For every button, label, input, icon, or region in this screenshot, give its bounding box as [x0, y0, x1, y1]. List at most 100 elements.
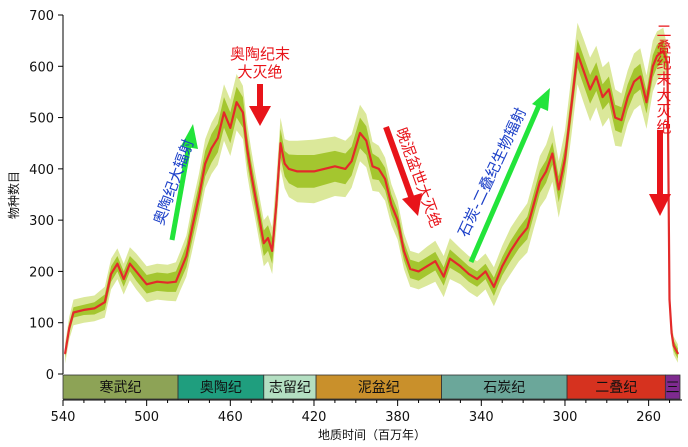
data-point	[409, 268, 412, 270]
data-point	[246, 147, 249, 150]
data-point	[426, 265, 428, 268]
data-point	[434, 260, 437, 263]
data-point	[191, 224, 194, 227]
confidence-bands	[65, 22, 678, 364]
data-point	[651, 65, 654, 68]
diversity-line	[64, 49, 679, 355]
data-point	[93, 307, 96, 310]
ordovician-extinction-label-line2: 大灭绝	[237, 63, 282, 81]
data-point	[532, 203, 535, 206]
data-point	[350, 160, 353, 163]
data-point	[365, 139, 368, 142]
data-point	[145, 283, 148, 286]
data-point	[258, 219, 261, 222]
data-point	[216, 137, 219, 140]
y-ticks: 0 100 200 300 400 500 600 700	[29, 9, 63, 383]
period-segment	[315, 374, 442, 400]
data-point	[467, 273, 470, 275]
period-label: 奥陶纪	[200, 379, 242, 396]
data-point	[275, 203, 278, 206]
data-point	[672, 344, 675, 347]
x-tick-label: 420	[302, 410, 327, 425]
data-point	[166, 281, 169, 284]
period-segment	[263, 374, 317, 400]
data-point	[509, 250, 512, 252]
x-axis-title: 地质时间（百万年）	[318, 428, 426, 442]
period-label: 寒武纪	[100, 379, 142, 396]
y-tick-label: 400	[29, 163, 54, 178]
data-point	[662, 50, 665, 52]
data-point	[601, 96, 604, 98]
ordovician-radiation-arrow	[169, 124, 198, 241]
y-axis-title: 物种数目	[6, 171, 21, 219]
data-point	[493, 285, 495, 288]
data-point	[442, 275, 445, 278]
data-point	[626, 96, 629, 98]
data-point	[557, 188, 560, 191]
data-point	[589, 88, 591, 91]
data-point	[210, 147, 213, 150]
period-label: 石炭纪	[483, 380, 525, 396]
y-tick-label: 200	[29, 265, 54, 280]
data-point	[668, 298, 671, 301]
carboniferous-radiation-arrow	[468, 88, 550, 263]
x-tick-label: 260	[636, 410, 661, 425]
data-point	[235, 101, 238, 104]
period-segment	[62, 374, 179, 400]
permian-extinction-arrow	[649, 130, 671, 216]
data-point	[666, 62, 669, 65]
x-tick-label: 300	[553, 410, 578, 425]
y-tick-label: 600	[29, 60, 54, 75]
data-point	[639, 75, 642, 78]
geologic-period-bar: 寒武纪 奥陶纪 志留纪 泥盆纪 石炭纪 二叠纪 三	[62, 374, 681, 400]
data-point	[103, 301, 106, 304]
data-point	[417, 270, 420, 273]
x-tick-label: 380	[385, 410, 410, 425]
data-point	[283, 162, 286, 165]
data-point	[250, 173, 253, 175]
data-point	[135, 270, 138, 273]
data-point	[334, 165, 336, 168]
data-point	[296, 170, 299, 173]
data-point	[377, 168, 380, 170]
data-point	[551, 152, 554, 155]
x-tick-label: 500	[134, 410, 159, 425]
data-point	[501, 265, 504, 268]
data-point	[156, 280, 159, 283]
x-tick-label: 460	[218, 410, 243, 425]
y-tick-label: 500	[29, 112, 54, 127]
data-point	[116, 262, 119, 265]
data-point	[570, 106, 573, 109]
data-point	[279, 142, 282, 145]
data-point	[403, 250, 405, 252]
data-point	[185, 255, 188, 257]
outer-confidence-band	[65, 22, 678, 364]
period-label: 志留纪	[269, 380, 311, 396]
data-point	[313, 170, 315, 173]
data-point	[545, 170, 547, 173]
y-tick-label: 300	[29, 214, 54, 229]
data-point	[242, 111, 244, 114]
data-point	[582, 70, 585, 73]
x-tick-label: 540	[51, 410, 76, 425]
devonian-extinction-arrow	[383, 125, 422, 216]
data-point	[267, 237, 269, 240]
data-point	[620, 119, 623, 121]
data-point	[204, 162, 207, 165]
data-point	[656, 55, 658, 57]
data-point	[179, 270, 182, 273]
data-point	[72, 311, 75, 314]
data-point	[83, 309, 85, 311]
y-tick-label: 0	[46, 368, 54, 383]
y-tick-label: 700	[29, 9, 54, 24]
ordovician-extinction-arrow	[249, 84, 271, 126]
data-point	[564, 157, 566, 160]
period-segment	[664, 374, 681, 400]
data-point	[645, 101, 648, 104]
data-point	[371, 165, 374, 168]
ordovician-extinction-label-line1: 奥陶纪末	[230, 45, 290, 63]
data-point	[518, 237, 520, 240]
data-point	[526, 226, 529, 229]
data-point	[110, 273, 112, 275]
data-point	[608, 88, 610, 91]
